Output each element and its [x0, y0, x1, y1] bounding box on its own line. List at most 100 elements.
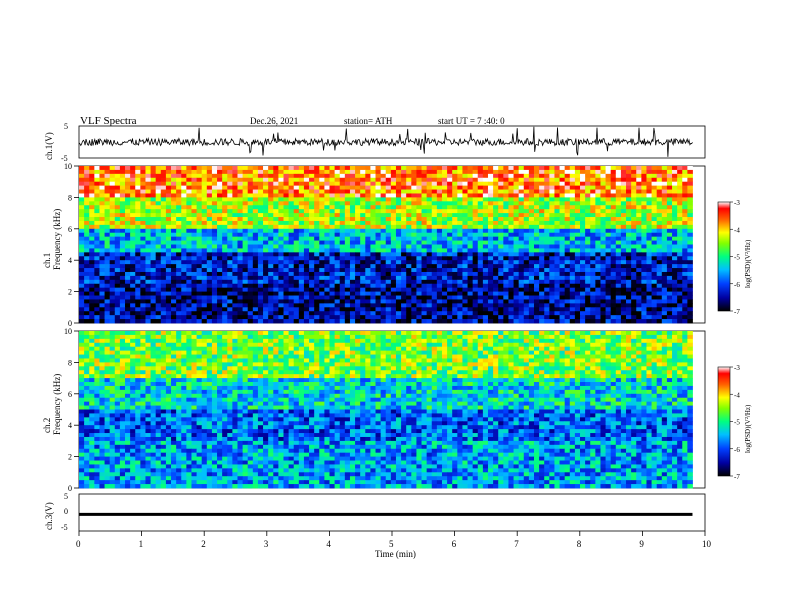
spectrogram-cell [620, 232, 627, 238]
spectrogram-cell [171, 256, 177, 261]
spectrogram-cell [666, 256, 673, 261]
spectrogram-cell [523, 169, 530, 175]
spectrogram-cell [165, 311, 172, 316]
spectrogram-cell [574, 232, 581, 238]
spectrogram-cell [462, 181, 468, 187]
spectrogram-cell [401, 299, 407, 304]
spectrogram-cell [298, 307, 305, 312]
spectrogram-cell [135, 181, 141, 187]
spectrogram-cell [247, 303, 254, 308]
spectrogram-cell [610, 279, 617, 285]
spectrogram-cell [283, 189, 290, 194]
spectrogram-cell [493, 181, 499, 187]
spectrogram-cell [508, 166, 514, 171]
spectrogram-cell [247, 279, 254, 285]
spectrogram-cell [324, 299, 330, 304]
spectrogram-cell [626, 173, 632, 179]
spectrogram-cell [595, 244, 601, 249]
spectrogram-cell [390, 319, 397, 324]
spectrogram-cell [626, 260, 632, 265]
spectrogram-cell [334, 268, 341, 273]
spectrogram-cell [656, 319, 663, 324]
spectrogram-cell [242, 331, 249, 336]
spectrogram-cell [186, 248, 192, 253]
spectrogram-cell [365, 213, 371, 218]
spectrogram-cell [513, 173, 520, 179]
spectrogram-cell [349, 193, 356, 198]
spectrogram-cell [160, 185, 167, 190]
spectrogram-cell [682, 295, 688, 300]
spectrogram-cell [247, 252, 254, 257]
spectrogram-cell [217, 205, 223, 210]
spectrogram-cell [641, 268, 647, 273]
spectrogram-cell [165, 283, 172, 289]
spectrogram-cell [518, 319, 525, 324]
spectrogram-cell [278, 166, 284, 171]
spectrogram-cell [84, 169, 90, 175]
spectrogram-cell [569, 271, 576, 277]
spectrogram-cell [191, 220, 197, 226]
spectrogram-cell [89, 279, 95, 285]
spectrogram-cell [431, 240, 438, 245]
spectrogram-cell [176, 236, 182, 241]
spectrogram-cell [242, 193, 249, 198]
spectrogram-cell [544, 260, 550, 265]
spectrogram-cell [595, 224, 601, 230]
spectrogram-cell [574, 173, 581, 179]
spectrogram-cell [171, 201, 177, 206]
spectrogram-cell [237, 291, 243, 296]
spectrogram-cell [559, 275, 566, 281]
spectrogram-cell [370, 307, 376, 312]
spectrogram-cell [334, 303, 341, 308]
spectrogram-cell [482, 299, 489, 304]
spectrogram-cell [252, 209, 259, 214]
spectrogram-cell [687, 315, 693, 320]
spectrogram-cell [181, 197, 187, 202]
spectrogram-cell [135, 236, 141, 241]
spectrogram-cell [528, 268, 535, 273]
spectrogram-cell [421, 205, 428, 210]
spectrogram-cell [569, 213, 576, 218]
spectrogram-cell [176, 260, 182, 265]
spectrogram-cell [252, 283, 259, 289]
spectrogram-cell [247, 166, 254, 171]
spectrogram-cell [580, 189, 586, 194]
spectrogram-cell [447, 224, 453, 230]
spectrogram-cell [580, 252, 586, 257]
spectrogram-cell [411, 232, 417, 238]
spectrogram-cell [334, 264, 341, 269]
spectrogram-cell [518, 177, 525, 183]
spectrogram-cell [181, 236, 187, 241]
spectrogram-cell [462, 279, 468, 285]
spectrogram-cell [666, 224, 673, 230]
spectrogram-cell [268, 205, 274, 210]
spectrogram-cell [375, 279, 382, 285]
spectrogram-cell [125, 291, 131, 296]
spectrogram-cell [334, 271, 341, 277]
spectrogram-cell [104, 275, 111, 281]
spectrogram-cell [580, 303, 586, 308]
spectrogram-cell [549, 268, 555, 273]
spectrogram-cell [533, 260, 540, 265]
spectrogram-cell [380, 236, 387, 241]
spectrogram-cell [145, 334, 151, 340]
spectrogram-cell [477, 224, 484, 230]
spectrogram-cell [503, 315, 509, 320]
spectrogram-cell [508, 213, 514, 218]
spectrogram-cell [355, 217, 361, 222]
spectrogram-cell [314, 228, 320, 234]
spectrogram-cell [493, 185, 499, 190]
spectrogram-cell [140, 334, 146, 340]
spectrogram-cell [278, 295, 284, 300]
spectrogram-cell [171, 295, 177, 300]
spectrogram-cell [431, 271, 438, 277]
spectrogram-cell [181, 264, 187, 269]
spectrogram-cell [222, 201, 228, 206]
spectrogram-cell [268, 220, 274, 226]
spectrogram-cell [365, 264, 371, 269]
spectrogram-cell [590, 275, 596, 281]
spectrogram-cell [252, 268, 259, 273]
spectrogram-cell [283, 311, 290, 316]
spectrogram-cell [482, 303, 489, 308]
spectrogram-cell [370, 166, 376, 171]
